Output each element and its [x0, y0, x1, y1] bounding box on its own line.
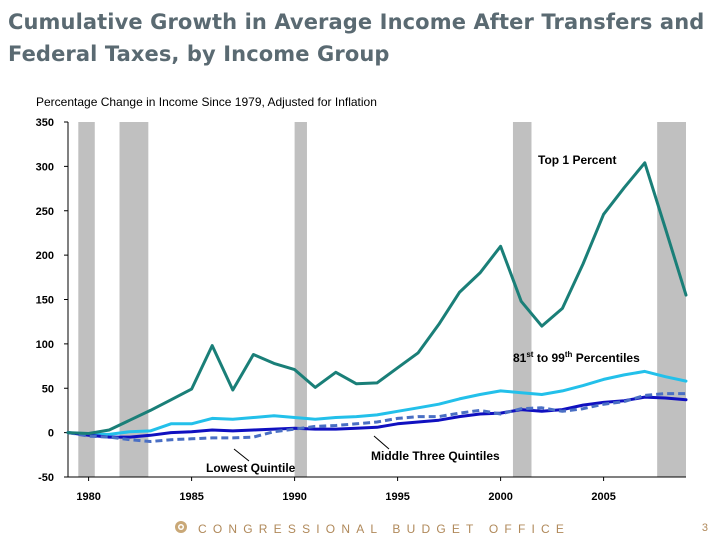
middle-label: Middle Three Quintiles: [371, 449, 500, 463]
x-tick-label-1995: 1995: [385, 491, 409, 503]
top1-label: Top 1 Percent: [538, 153, 616, 167]
y-tick-label-200: 200: [36, 250, 54, 262]
series-line-top1: [66, 161, 688, 435]
cbo-logo-icon: [175, 521, 187, 533]
x-tick-label-2000: 2000: [488, 491, 512, 503]
y-tick-label-250: 250: [36, 206, 54, 218]
recession-band-0: [78, 122, 95, 477]
chart-axes: -50 0 50 100 150 200 250 300 350 1980 1985 1990 1995…: [36, 117, 686, 503]
y-tick-label-50: 50: [42, 383, 54, 395]
y-tick-label--50: -50: [38, 472, 54, 484]
lowest-label: Lowest Quintile: [206, 461, 296, 475]
middle-pointer: [373, 435, 390, 450]
recession-bands: [78, 122, 686, 477]
recession-band-3: [512, 122, 532, 477]
series-line-p81_99: [66, 369, 688, 436]
y-tick-label-350: 350: [36, 117, 54, 129]
x-tick-label-1980: 1980: [76, 491, 100, 503]
y-tick-label-300: 300: [36, 161, 54, 173]
y-tick-label-100: 100: [36, 339, 54, 351]
lowest-pointer: [233, 448, 250, 462]
y-tick-label-150: 150: [36, 295, 54, 307]
footer-organization: CONGRESSIONAL BUDGET OFFICE: [198, 522, 571, 536]
x-tick-label-1990: 1990: [282, 491, 306, 503]
recession-band-4: [657, 122, 686, 477]
y-tick-label-0: 0: [48, 428, 54, 440]
slide-title: Cumulative Growth in Average Income Afte…: [8, 10, 705, 66]
recession-band-2: [294, 122, 307, 477]
chart-annotations: Percentage Change in Income Since 1979, …: [36, 95, 640, 475]
x-tick-label-2005: 2005: [591, 491, 615, 503]
series-line-lowest: [67, 392, 686, 443]
chart-series: [66, 161, 688, 443]
x-tick-label-1985: 1985: [179, 491, 203, 503]
y-axis-title: Percentage Change in Income Since 1979, …: [36, 95, 377, 109]
page-number: 3: [701, 522, 708, 534]
series-line-middle: [66, 395, 688, 439]
p81-99-label: 81st to 99th Percentiles: [513, 350, 640, 365]
